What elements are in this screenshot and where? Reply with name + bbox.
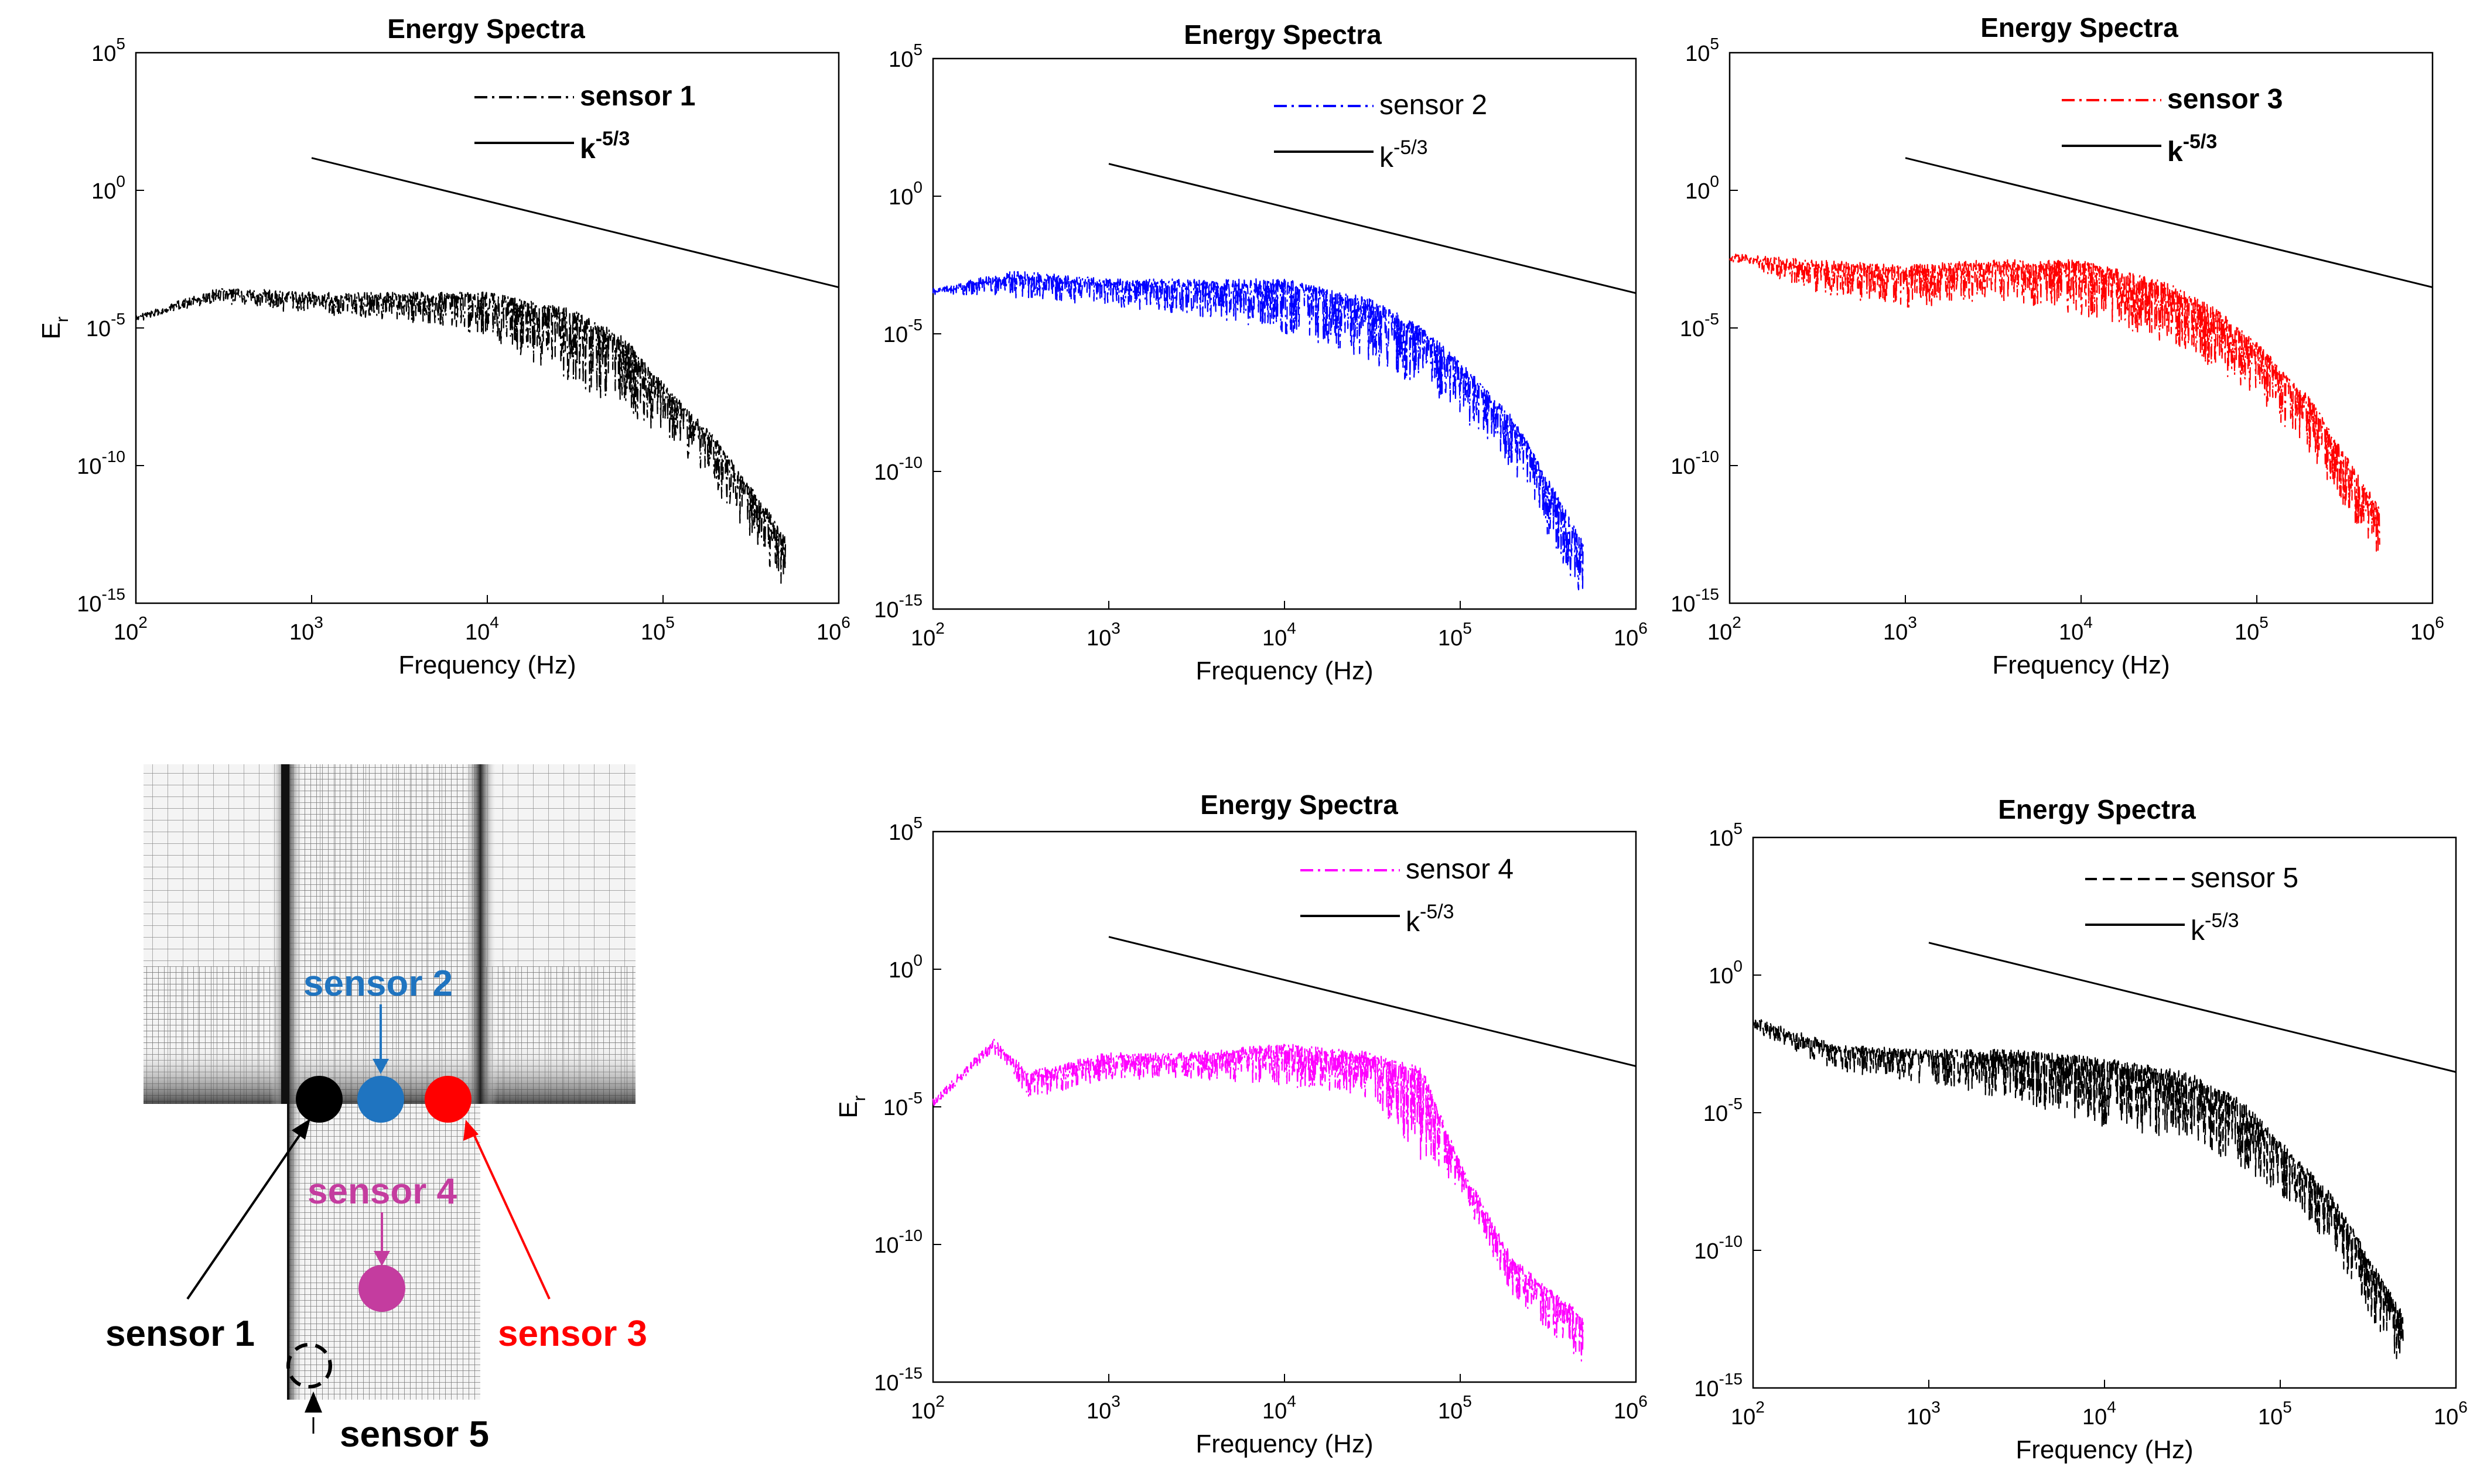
y-axis-label: Er bbox=[834, 1095, 869, 1118]
y-tick-label: 10-15 bbox=[77, 585, 125, 617]
plot-frame bbox=[1728, 52, 2434, 604]
legend-label: sensor 3 bbox=[2167, 84, 2283, 115]
chart-title: Energy Spectra bbox=[387, 13, 585, 44]
y-tick-label: 10-10 bbox=[1670, 447, 1719, 479]
y-tick-label: 100 bbox=[91, 172, 125, 204]
chart-1: 102 103 104 105 106 105 100 10-5 10-10 10-15 Energ… bbox=[37, 13, 850, 679]
x-tick-label: 106 bbox=[2410, 613, 2444, 645]
x-tick-label: 104 bbox=[1262, 619, 1296, 651]
legend-label: sensor 5 bbox=[2191, 863, 2298, 894]
charts: 102 103 104 105 106 105 100 10-5 10-10 10-15 Energ… bbox=[37, 12, 2468, 1464]
sensor-arrows bbox=[186, 1004, 551, 1434]
x-tick-label: 106 bbox=[817, 613, 850, 645]
x-tick-label: 106 bbox=[1614, 619, 1648, 651]
x-tick-label: 103 bbox=[1907, 1398, 1941, 1430]
sensor-1-label: sensor 1 bbox=[105, 1314, 255, 1354]
chart-4: 102 103 104 105 106 105 100 10-5 10-10 10-15 Energ… bbox=[834, 789, 1648, 1458]
sensor-1-marker bbox=[296, 1076, 343, 1123]
k-5-3-reference-line bbox=[1108, 163, 1637, 295]
series-sensor-2 bbox=[932, 270, 1584, 591]
x-tick-label: 105 bbox=[2258, 1398, 2292, 1430]
x-axis-label: Frequency (Hz) bbox=[2015, 1435, 2193, 1464]
y-tick-label: 105 bbox=[889, 813, 923, 845]
x-tick-label: 102 bbox=[911, 1392, 945, 1424]
k-5-3-reference-line bbox=[1108, 936, 1637, 1068]
x-axis-label: Frequency (Hz) bbox=[1992, 651, 2170, 679]
plot-frame bbox=[932, 830, 1637, 1383]
x-tick-label: 105 bbox=[1438, 619, 1472, 651]
mesh-diagram: sensor 1 sensor 2 sensor 3 sensor 4 sens… bbox=[105, 764, 647, 1455]
series-sensor-1 bbox=[135, 287, 787, 584]
x-axis-label: Frequency (Hz) bbox=[1195, 1430, 1373, 1458]
y-tick-label: 100 bbox=[889, 178, 923, 210]
y-tick-label: 10-15 bbox=[1694, 1370, 1743, 1401]
y-tick-label: 100 bbox=[1709, 957, 1743, 989]
y-tick-label: 10-5 bbox=[883, 316, 923, 347]
sensor-4-marker bbox=[358, 1265, 405, 1312]
legend-label: sensor 4 bbox=[1406, 854, 1514, 885]
y-tick-label: 105 bbox=[1685, 35, 1719, 66]
sensor-3-label: sensor 3 bbox=[498, 1314, 647, 1354]
series-sensor-5 bbox=[1752, 1019, 2404, 1359]
x-tick-label: 105 bbox=[641, 613, 675, 645]
y-axis-label: Er bbox=[37, 316, 72, 339]
x-tick-label: 102 bbox=[1731, 1398, 1765, 1430]
y-tick-label: 10-10 bbox=[874, 453, 923, 485]
x-tick-label: 102 bbox=[114, 613, 148, 645]
y-tick-label: 10-10 bbox=[874, 1226, 923, 1258]
k-5-3-reference-line bbox=[1928, 942, 2457, 1073]
x-tick-label: 103 bbox=[1087, 619, 1120, 651]
series-sensor-3 bbox=[1728, 254, 2380, 553]
series-sensor-4 bbox=[932, 1038, 1584, 1362]
chart-title: Energy Spectra bbox=[1184, 19, 1382, 50]
chart-title: Energy Spectra bbox=[1980, 12, 2178, 43]
y-tick-label: 10-5 bbox=[1703, 1095, 1743, 1126]
x-tick-label: 105 bbox=[1438, 1392, 1472, 1424]
x-tick-label: 104 bbox=[465, 613, 499, 645]
chart-2: 102 103 104 105 106 105 100 10-5 10-10 10-15 Energ… bbox=[874, 19, 1648, 685]
x-tick-label: 106 bbox=[2434, 1398, 2468, 1430]
y-tick-label: 10-15 bbox=[1670, 585, 1719, 617]
chart-title: Energy Spectra bbox=[1998, 794, 2196, 825]
x-tick-label: 104 bbox=[2082, 1398, 2116, 1430]
sensor-2-label: sensor 2 bbox=[303, 963, 453, 1004]
x-axis-label: Frequency (Hz) bbox=[398, 651, 576, 679]
y-tick-label: 10-15 bbox=[874, 591, 923, 623]
x-tick-label: 102 bbox=[911, 619, 945, 651]
k-5-3-reference-line bbox=[311, 157, 839, 289]
y-tick-label: 105 bbox=[1709, 819, 1743, 851]
sensor-5-label: sensor 5 bbox=[340, 1414, 489, 1455]
y-tick-label: 100 bbox=[1685, 172, 1719, 204]
x-tick-label: 103 bbox=[289, 613, 323, 645]
y-tick-label: 10-10 bbox=[1694, 1232, 1743, 1264]
y-tick-label: 105 bbox=[91, 35, 125, 66]
x-tick-label: 103 bbox=[1087, 1392, 1120, 1424]
k-5-3-reference-line bbox=[1905, 157, 2433, 289]
y-tick-label: 105 bbox=[889, 40, 923, 72]
plot-frame bbox=[932, 57, 1637, 610]
x-tick-label: 103 bbox=[1883, 613, 1917, 645]
sensor-4-label: sensor 4 bbox=[308, 1171, 457, 1212]
chart-3: 102 103 104 105 106 105 100 10-5 10-10 10-15 Energ… bbox=[1670, 12, 2444, 679]
x-tick-label: 106 bbox=[1614, 1392, 1648, 1424]
y-tick-label: 10-5 bbox=[86, 310, 125, 341]
legend-label: sensor 2 bbox=[1379, 90, 1487, 121]
x-tick-label: 105 bbox=[2235, 613, 2269, 645]
x-tick-label: 104 bbox=[2059, 613, 2093, 645]
sensor-5-marker bbox=[286, 1343, 332, 1389]
y-tick-label: 10-15 bbox=[874, 1364, 923, 1396]
legend-label: sensor 1 bbox=[580, 81, 695, 112]
sensor-3-marker bbox=[425, 1076, 472, 1123]
x-axis-label: Frequency (Hz) bbox=[1195, 656, 1373, 685]
y-tick-label: 10-5 bbox=[1680, 310, 1719, 341]
chart-title: Energy Spectra bbox=[1200, 789, 1398, 820]
y-tick-label: 10-10 bbox=[77, 447, 125, 479]
chart-5: 102 103 104 105 106 105 100 10-5 10-10 10-15 Energ… bbox=[1694, 794, 2468, 1464]
x-tick-label: 104 bbox=[1262, 1392, 1296, 1424]
y-tick-label: 10-5 bbox=[883, 1089, 923, 1120]
y-tick-label: 100 bbox=[889, 951, 923, 983]
x-tick-label: 102 bbox=[1707, 613, 1741, 645]
sensor-2-marker bbox=[357, 1076, 404, 1123]
